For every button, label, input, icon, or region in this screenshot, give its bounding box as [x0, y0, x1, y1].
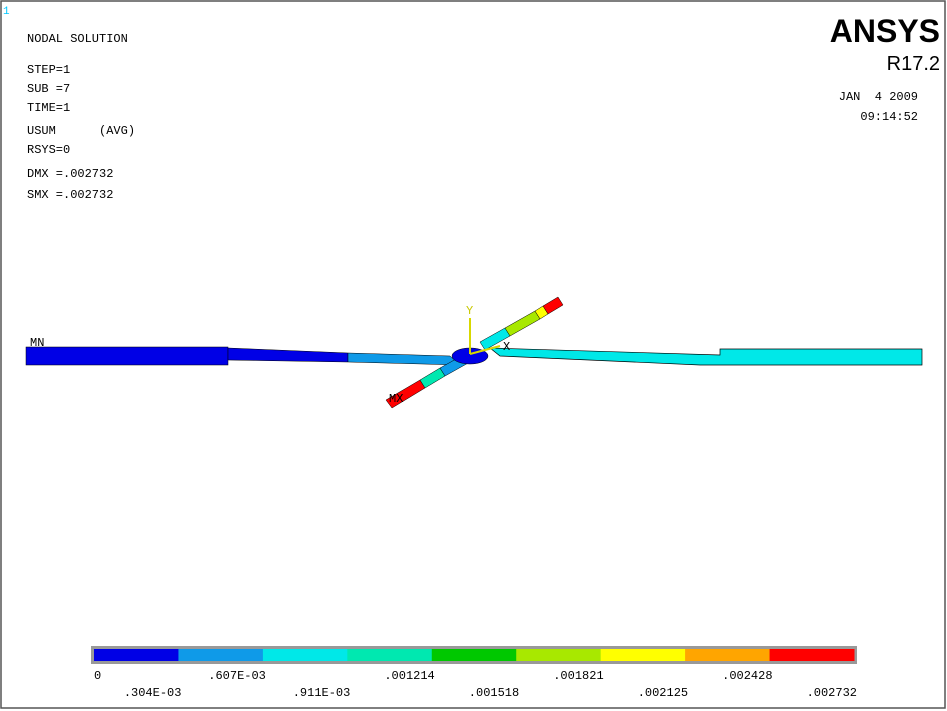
- legend-label: .002428: [722, 669, 772, 683]
- info-line: SMX =.002732: [27, 188, 113, 202]
- legend-swatch: [600, 649, 686, 661]
- info-line: STEP=1: [27, 63, 70, 77]
- brand-name: ANSYS: [830, 13, 940, 49]
- legend-label: .607E-03: [208, 669, 266, 683]
- info-line: USUM (AVG): [27, 124, 135, 138]
- info-line: TIME=1: [27, 101, 70, 115]
- legend-swatch: [94, 649, 179, 661]
- max-label: MX: [389, 392, 403, 406]
- beam-segment: [488, 347, 923, 366]
- info-line: NODAL SOLUTION: [27, 32, 128, 46]
- release: R17.2: [887, 53, 940, 75]
- model: MN MX Y X: [25, 296, 923, 409]
- contour-legend: 0 .304E-03 .607E-03 .911E-03 .001214 .001518.…: [91, 646, 857, 700]
- legend-label: .001214: [384, 669, 434, 683]
- legend-label: .911E-03: [293, 686, 351, 700]
- legend-swatch: [685, 649, 771, 661]
- legend-label: .001518: [469, 686, 519, 700]
- date: JAN 4 2009: [839, 90, 918, 104]
- legend-label: 0: [94, 669, 101, 683]
- legend-label: .002732: [807, 686, 857, 700]
- legend-label: .304E-03: [124, 686, 182, 700]
- window-number: 1: [3, 6, 10, 18]
- legend-swatch: [769, 649, 855, 661]
- legend-label: .002125: [638, 686, 688, 700]
- time: 09:14:52: [860, 110, 918, 124]
- legend-swatch: [262, 649, 348, 661]
- legend-swatch: [516, 649, 602, 661]
- info-line: SUB =7: [27, 82, 70, 96]
- min-label: MN: [30, 336, 44, 350]
- info-line: DMX =.002732: [27, 167, 113, 181]
- info-line: RSYS=0: [27, 143, 70, 157]
- legend-swatch: [347, 649, 433, 661]
- axis-y-label: Y: [466, 304, 473, 318]
- info-block: NODAL SOLUTION STEP=1 SUB =7 TIME=1 USUM (AV…: [27, 32, 135, 202]
- axis-x-label: X: [503, 340, 510, 354]
- legend-swatch: [178, 649, 264, 661]
- axis-triad: [469, 345, 501, 355]
- legend-swatch: [431, 649, 517, 661]
- beam-segment: [25, 346, 229, 366]
- brace: [542, 296, 564, 315]
- legend-label: .001821: [553, 669, 603, 683]
